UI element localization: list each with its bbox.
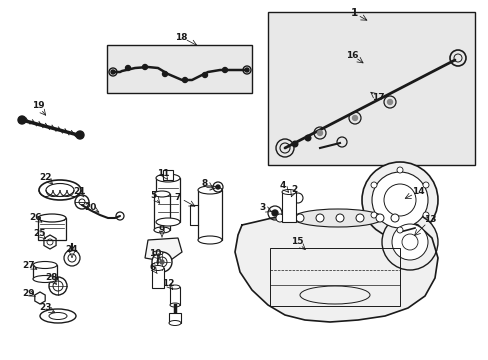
Circle shape xyxy=(370,182,376,188)
Text: 2: 2 xyxy=(290,185,297,194)
Bar xyxy=(152,268,163,288)
Circle shape xyxy=(315,214,324,222)
Bar xyxy=(169,313,181,323)
Ellipse shape xyxy=(170,303,180,307)
Bar xyxy=(154,194,170,230)
Ellipse shape xyxy=(38,214,66,222)
Text: 29: 29 xyxy=(22,288,35,297)
Circle shape xyxy=(390,214,398,222)
Ellipse shape xyxy=(156,174,180,182)
Ellipse shape xyxy=(154,191,170,197)
Text: 28: 28 xyxy=(45,274,57,283)
Circle shape xyxy=(18,116,26,124)
Circle shape xyxy=(352,116,357,121)
Text: 6: 6 xyxy=(149,264,156,273)
Ellipse shape xyxy=(292,209,382,227)
Ellipse shape xyxy=(156,218,180,226)
Ellipse shape xyxy=(33,261,57,269)
Text: 20: 20 xyxy=(83,202,96,211)
Text: 23: 23 xyxy=(40,303,52,312)
Text: 16: 16 xyxy=(345,50,358,59)
Text: 8: 8 xyxy=(202,179,208,188)
Circle shape xyxy=(396,167,402,173)
Text: 4: 4 xyxy=(279,181,285,190)
Polygon shape xyxy=(235,215,437,322)
Ellipse shape xyxy=(170,285,180,289)
Bar xyxy=(267,12,474,165)
Text: 17: 17 xyxy=(371,94,384,103)
Text: 22: 22 xyxy=(40,172,52,181)
Ellipse shape xyxy=(198,236,222,244)
Text: 5: 5 xyxy=(149,190,156,199)
Text: 1: 1 xyxy=(350,8,357,18)
Text: 18: 18 xyxy=(174,32,187,41)
Circle shape xyxy=(396,227,402,233)
Text: 19: 19 xyxy=(32,102,44,111)
Circle shape xyxy=(386,99,392,104)
Text: 13: 13 xyxy=(423,216,435,225)
Bar xyxy=(107,45,251,93)
Circle shape xyxy=(422,182,428,188)
Circle shape xyxy=(361,162,437,238)
Circle shape xyxy=(286,197,292,203)
Bar xyxy=(269,248,399,306)
Circle shape xyxy=(111,70,115,74)
Circle shape xyxy=(304,135,311,141)
Text: 25: 25 xyxy=(34,230,46,238)
Circle shape xyxy=(355,214,363,222)
Circle shape xyxy=(142,64,147,69)
Ellipse shape xyxy=(154,227,170,233)
Text: 9: 9 xyxy=(159,225,165,234)
Text: 7: 7 xyxy=(174,193,181,202)
Text: 21: 21 xyxy=(73,188,85,197)
Text: 14: 14 xyxy=(411,188,424,197)
Ellipse shape xyxy=(33,275,57,283)
Circle shape xyxy=(162,72,167,77)
Text: 10: 10 xyxy=(148,249,161,258)
Bar xyxy=(170,287,180,305)
Bar xyxy=(156,178,180,222)
Circle shape xyxy=(182,77,187,82)
Circle shape xyxy=(216,185,220,189)
Text: 12: 12 xyxy=(162,279,174,288)
Circle shape xyxy=(381,214,437,270)
Circle shape xyxy=(391,224,427,260)
Circle shape xyxy=(125,66,130,71)
Circle shape xyxy=(422,212,428,218)
Text: 24: 24 xyxy=(65,246,78,255)
Text: 11: 11 xyxy=(157,168,169,177)
Text: 15: 15 xyxy=(290,238,303,247)
Bar xyxy=(33,265,57,279)
Circle shape xyxy=(375,214,383,222)
Circle shape xyxy=(222,68,227,72)
Ellipse shape xyxy=(282,189,295,194)
Circle shape xyxy=(295,214,304,222)
Circle shape xyxy=(160,260,163,264)
Circle shape xyxy=(317,130,322,135)
Bar xyxy=(163,170,173,180)
Circle shape xyxy=(152,252,172,272)
Circle shape xyxy=(371,172,427,228)
Ellipse shape xyxy=(198,186,222,194)
Text: 26: 26 xyxy=(29,213,41,222)
Ellipse shape xyxy=(152,266,163,270)
Text: 27: 27 xyxy=(22,261,35,270)
Polygon shape xyxy=(145,238,182,262)
Text: 3: 3 xyxy=(259,203,265,212)
Circle shape xyxy=(370,212,376,218)
Ellipse shape xyxy=(169,320,181,325)
Circle shape xyxy=(335,214,343,222)
Bar xyxy=(282,192,295,222)
Circle shape xyxy=(271,210,278,216)
Circle shape xyxy=(275,214,284,222)
Circle shape xyxy=(244,68,248,72)
Circle shape xyxy=(291,140,298,148)
Circle shape xyxy=(76,131,84,139)
Bar xyxy=(198,190,222,240)
Bar xyxy=(38,218,66,240)
Circle shape xyxy=(202,72,207,77)
Ellipse shape xyxy=(153,251,163,255)
